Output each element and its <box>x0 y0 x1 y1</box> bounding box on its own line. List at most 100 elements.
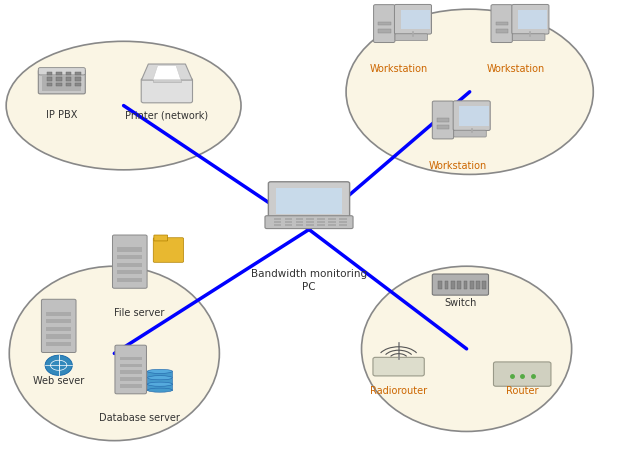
Polygon shape <box>142 64 192 80</box>
Bar <box>307 224 314 226</box>
Bar <box>46 312 71 316</box>
FancyBboxPatch shape <box>265 216 353 229</box>
Bar <box>47 72 53 75</box>
Text: Workstation: Workstation <box>428 161 486 171</box>
Bar <box>496 22 508 25</box>
FancyBboxPatch shape <box>454 130 486 137</box>
Ellipse shape <box>148 369 172 373</box>
Text: Database server: Database server <box>99 413 179 423</box>
Bar <box>66 77 71 81</box>
Bar <box>318 224 325 226</box>
Bar <box>295 224 303 226</box>
Bar <box>328 221 336 223</box>
Bar <box>117 270 142 274</box>
Bar <box>148 371 172 377</box>
Ellipse shape <box>148 388 172 392</box>
Bar <box>284 224 292 226</box>
FancyBboxPatch shape <box>141 78 193 103</box>
Bar <box>318 218 325 220</box>
FancyBboxPatch shape <box>153 238 184 262</box>
Bar <box>75 83 81 86</box>
Bar <box>46 342 71 346</box>
FancyBboxPatch shape <box>115 345 146 394</box>
Bar <box>437 125 449 129</box>
Bar <box>274 224 281 226</box>
Bar <box>451 281 455 289</box>
FancyBboxPatch shape <box>154 235 167 241</box>
Bar <box>339 221 347 223</box>
Ellipse shape <box>362 266 572 431</box>
Bar <box>438 281 442 289</box>
Text: Switch: Switch <box>444 298 476 308</box>
Bar <box>46 327 71 331</box>
Bar <box>339 218 347 220</box>
Bar <box>56 77 62 81</box>
Text: File server: File server <box>114 308 164 318</box>
Bar <box>284 221 292 223</box>
FancyBboxPatch shape <box>373 5 395 43</box>
FancyBboxPatch shape <box>433 274 488 295</box>
Bar <box>318 221 325 223</box>
Bar <box>459 106 489 126</box>
Bar <box>75 72 81 75</box>
Bar <box>46 319 71 323</box>
FancyBboxPatch shape <box>433 101 454 139</box>
Polygon shape <box>153 66 181 80</box>
FancyBboxPatch shape <box>395 34 428 40</box>
FancyBboxPatch shape <box>394 5 431 34</box>
Bar <box>117 247 142 252</box>
Text: Web sever: Web sever <box>33 376 84 386</box>
Bar <box>120 384 142 388</box>
FancyBboxPatch shape <box>112 235 147 288</box>
Bar <box>120 370 142 374</box>
Bar <box>47 83 53 86</box>
Bar <box>476 281 480 289</box>
Bar <box>464 281 467 289</box>
Bar <box>518 10 548 29</box>
Bar <box>66 83 71 86</box>
FancyBboxPatch shape <box>41 299 76 353</box>
Text: Radiorouter: Radiorouter <box>370 386 427 396</box>
Bar <box>274 221 281 223</box>
Bar <box>153 79 181 82</box>
Bar <box>496 29 508 33</box>
Bar <box>120 377 142 381</box>
Bar <box>75 77 81 81</box>
Bar <box>274 218 281 220</box>
Bar <box>400 10 430 29</box>
Bar <box>117 263 142 267</box>
Bar <box>120 357 142 360</box>
Bar <box>117 255 142 259</box>
Bar <box>276 188 342 214</box>
Text: Workstation: Workstation <box>487 64 545 74</box>
Text: Workstation: Workstation <box>370 64 428 74</box>
Ellipse shape <box>148 375 172 380</box>
Bar <box>307 221 314 223</box>
Bar <box>378 22 391 25</box>
Text: Printer (network): Printer (network) <box>125 110 208 120</box>
Bar <box>339 224 347 226</box>
Bar <box>378 29 391 33</box>
Bar <box>470 281 473 289</box>
FancyBboxPatch shape <box>512 34 545 40</box>
Bar <box>148 384 172 390</box>
Bar <box>46 335 71 338</box>
Text: Router: Router <box>506 386 538 396</box>
Ellipse shape <box>9 266 219 441</box>
FancyBboxPatch shape <box>268 182 350 220</box>
Text: Bandwidth monitoring: Bandwidth monitoring <box>251 269 367 279</box>
FancyBboxPatch shape <box>38 70 85 94</box>
Text: PC: PC <box>302 282 316 292</box>
FancyBboxPatch shape <box>453 101 490 130</box>
Ellipse shape <box>346 9 593 174</box>
Bar <box>47 77 53 81</box>
Bar <box>483 281 486 289</box>
Bar <box>56 72 62 75</box>
Bar <box>328 224 336 226</box>
Bar <box>66 72 71 75</box>
Ellipse shape <box>6 41 241 170</box>
Bar <box>437 118 449 122</box>
Bar <box>42 73 82 91</box>
Bar <box>445 281 448 289</box>
Bar <box>56 83 62 86</box>
